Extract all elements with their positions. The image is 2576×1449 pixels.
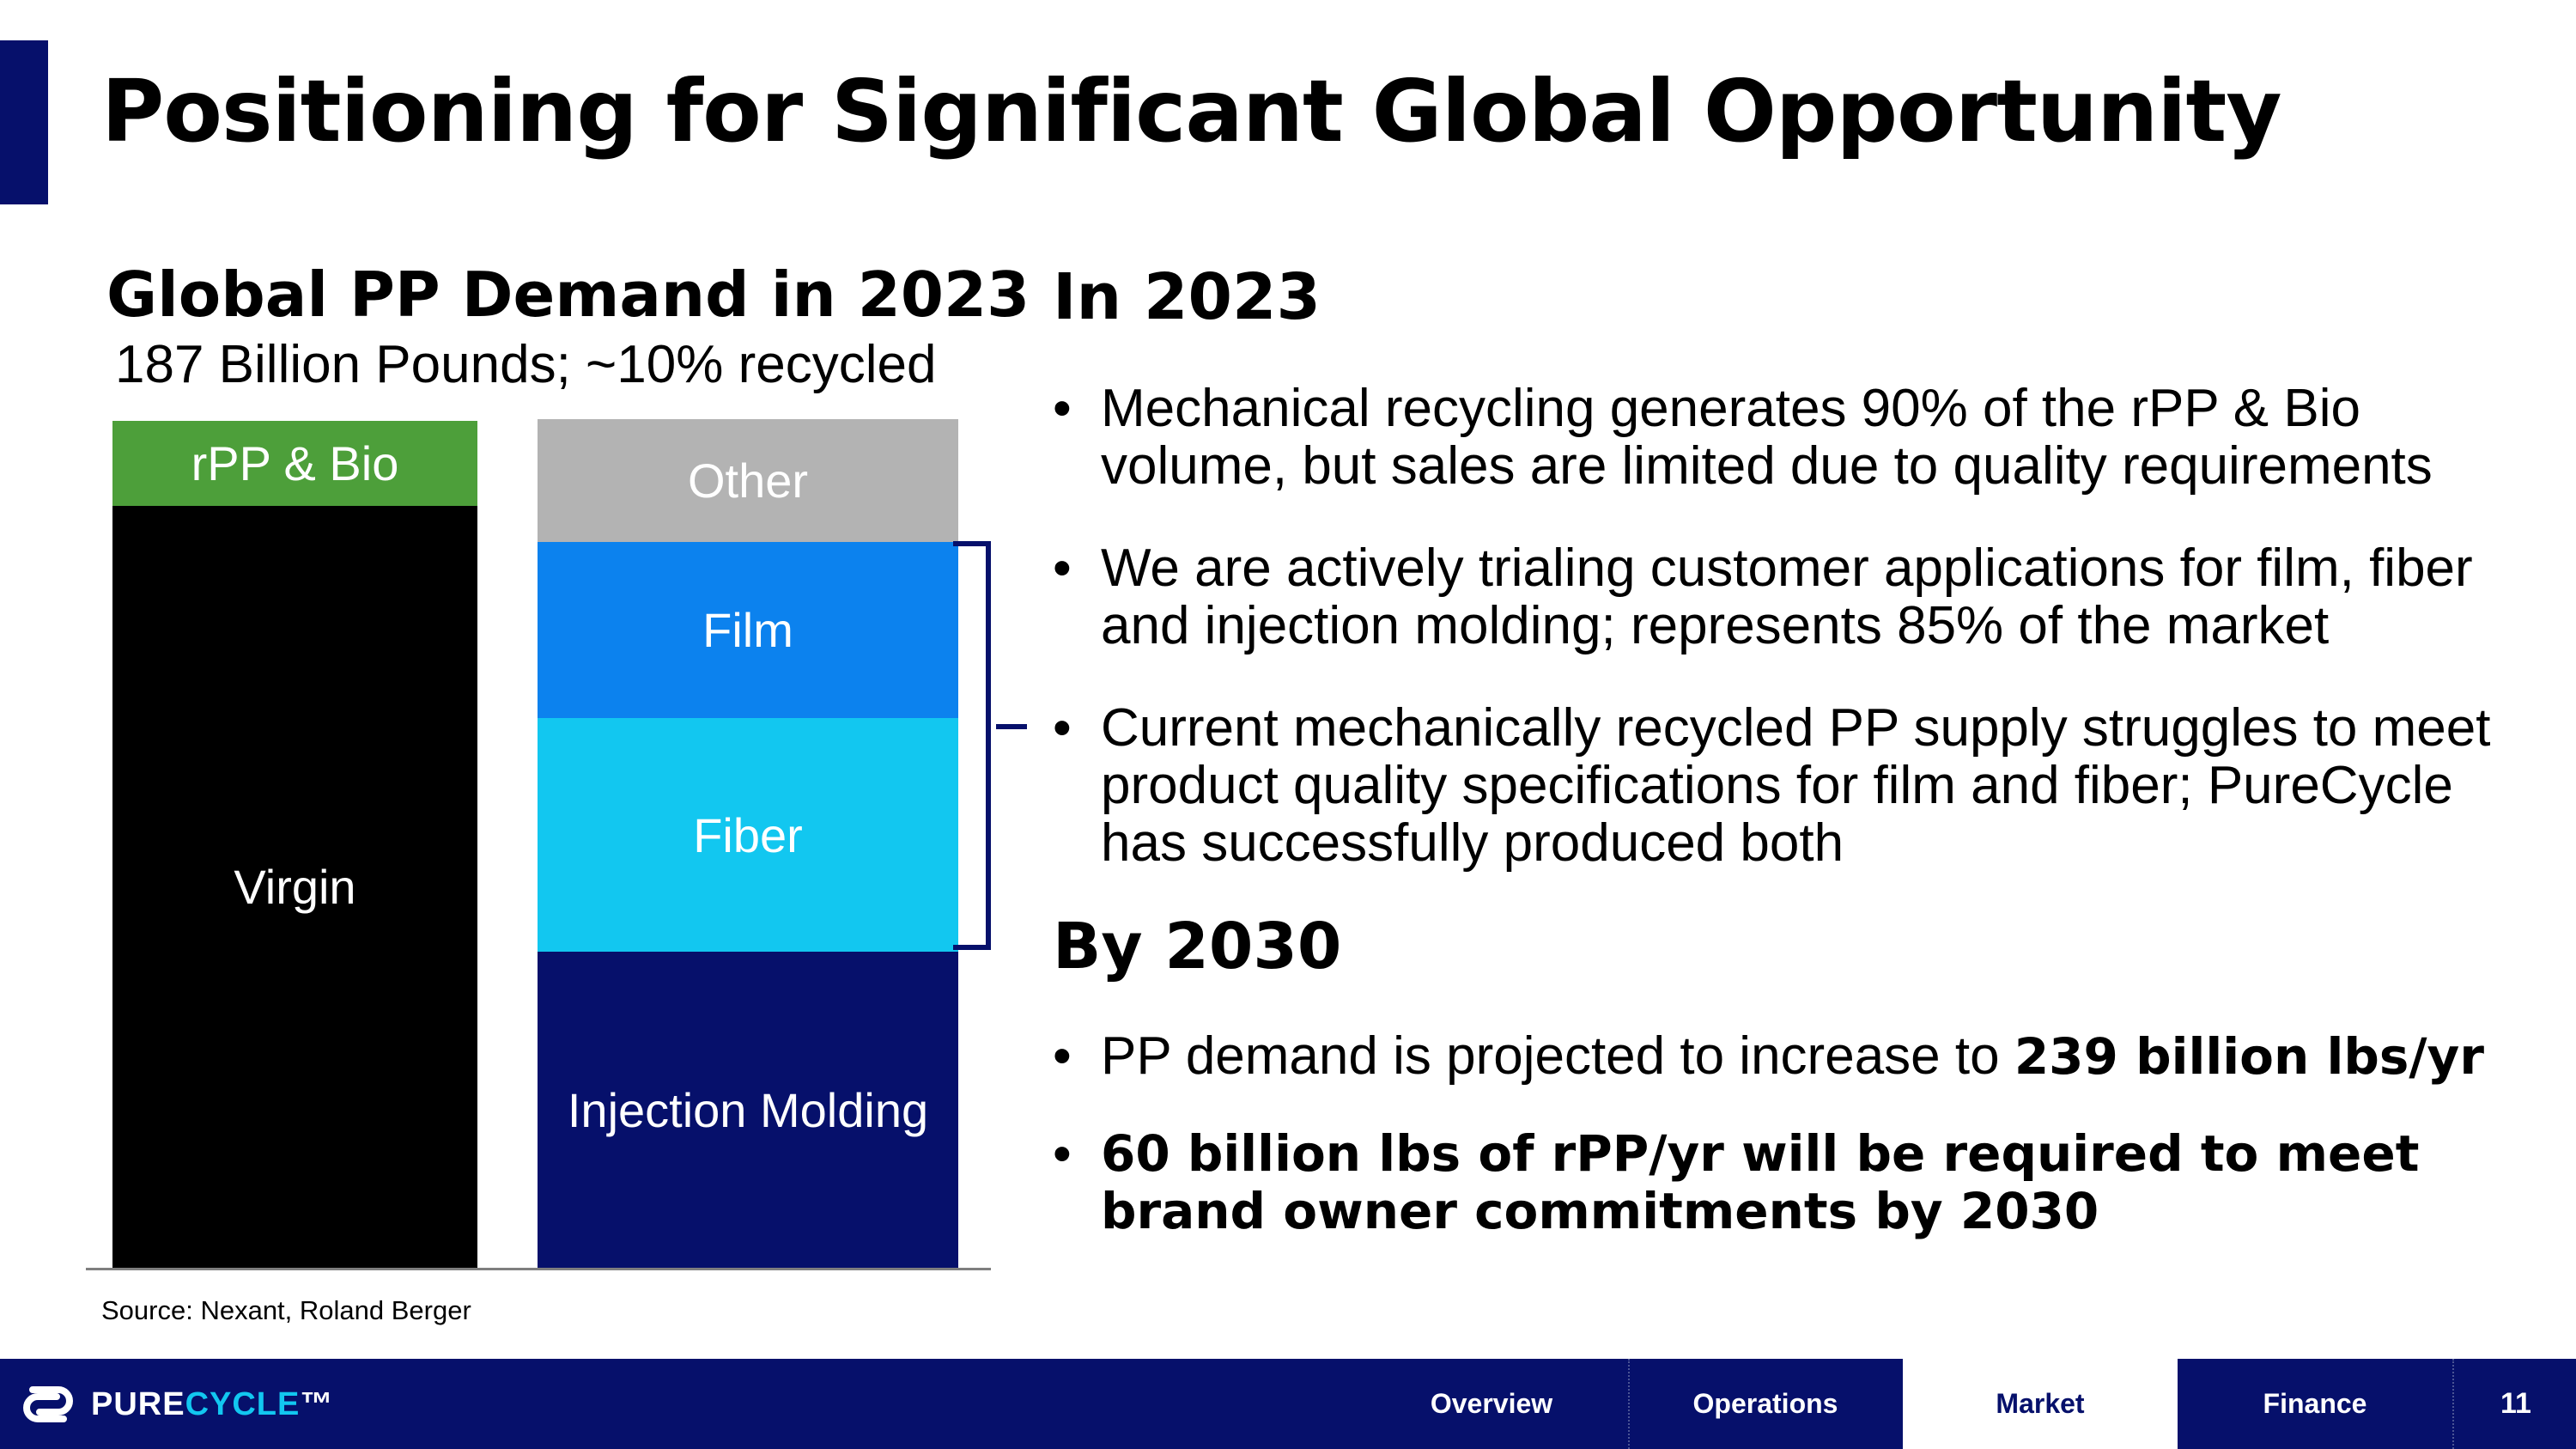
purecycle-logo-icon bbox=[23, 1386, 73, 1422]
bar-segment-film: Film bbox=[538, 542, 958, 718]
bullet-dot: • bbox=[1053, 1124, 1072, 1184]
bullet-dot: • bbox=[1053, 1026, 1072, 1086]
bullet-2023-1: • Mechanical recycling generates 90% of … bbox=[1053, 379, 2433, 496]
bar-segment-virgin: Virgin bbox=[112, 505, 477, 1268]
bar-label-injection-molding: Injection Molding bbox=[567, 1082, 929, 1137]
bar-segment-injection-molding: Injection Molding bbox=[538, 952, 958, 1268]
bar-label-fiber: Fiber bbox=[693, 807, 803, 862]
bar-label-virgin: Virgin bbox=[234, 859, 356, 914]
purecycle-logo: PURECYCLE™ bbox=[21, 1381, 333, 1428]
bullet-dot: • bbox=[1053, 698, 1072, 758]
heading-in-2023: In 2023 bbox=[1053, 260, 1321, 334]
title-accent-bar bbox=[0, 40, 48, 204]
logo-wordmark: PURECYCLE™ bbox=[91, 1385, 334, 1422]
tab-overview[interactable]: Overview bbox=[1430, 1388, 1553, 1419]
page-number: 11 bbox=[2500, 1387, 2531, 1420]
nav-divider bbox=[1628, 1359, 1630, 1449]
bar-label-other: Other bbox=[687, 454, 809, 508]
bracket-pointer bbox=[996, 724, 1027, 729]
bullet-2023-3: • Current mechanically recycled PP suppl… bbox=[1053, 698, 2491, 873]
market-share-bracket bbox=[953, 541, 991, 950]
bullet-2030-2: • 60 billion lbs of rPP/yr will be requi… bbox=[1053, 1124, 2420, 1240]
bar-segment-other: Other bbox=[538, 419, 958, 543]
heading-by-2030: By 2030 bbox=[1053, 910, 1342, 983]
chart-title: Global PP Demand in 2023 bbox=[106, 259, 1030, 331]
chart-baseline bbox=[86, 1268, 991, 1270]
tab-market[interactable]: Market bbox=[1903, 1359, 2178, 1449]
bar-segment-rpp-bio: rPP & Bio bbox=[112, 421, 477, 506]
tab-finance[interactable]: Finance bbox=[2263, 1388, 2367, 1419]
bullet-2023-2: • We are actively trialing customer appl… bbox=[1053, 539, 2473, 655]
footer-nav-bar: PURECYCLE™ Overview Operations Market Fi… bbox=[0, 1359, 2576, 1449]
bar-label-rpp-bio: rPP & Bio bbox=[191, 435, 399, 490]
bar-label-film: Film bbox=[702, 603, 793, 657]
bullet-dot: • bbox=[1053, 379, 1072, 438]
nav-divider bbox=[2452, 1359, 2454, 1449]
bar-segment-fiber: Fiber bbox=[538, 717, 958, 953]
demand-highlight: 239 billion lbs/yr bbox=[2014, 1027, 2484, 1086]
tab-operations[interactable]: Operations bbox=[1692, 1388, 1838, 1419]
chart-source: Source: Nexant, Roland Berger bbox=[101, 1295, 471, 1325]
page-title: Positioning for Significant Global Oppor… bbox=[101, 61, 2282, 161]
bullet-2030-1: • PP demand is projected to increase to … bbox=[1053, 1026, 2484, 1086]
bullet-dot: • bbox=[1053, 539, 1072, 598]
chart-subtitle: 187 Billion Pounds; ~10% recycled bbox=[115, 335, 937, 394]
